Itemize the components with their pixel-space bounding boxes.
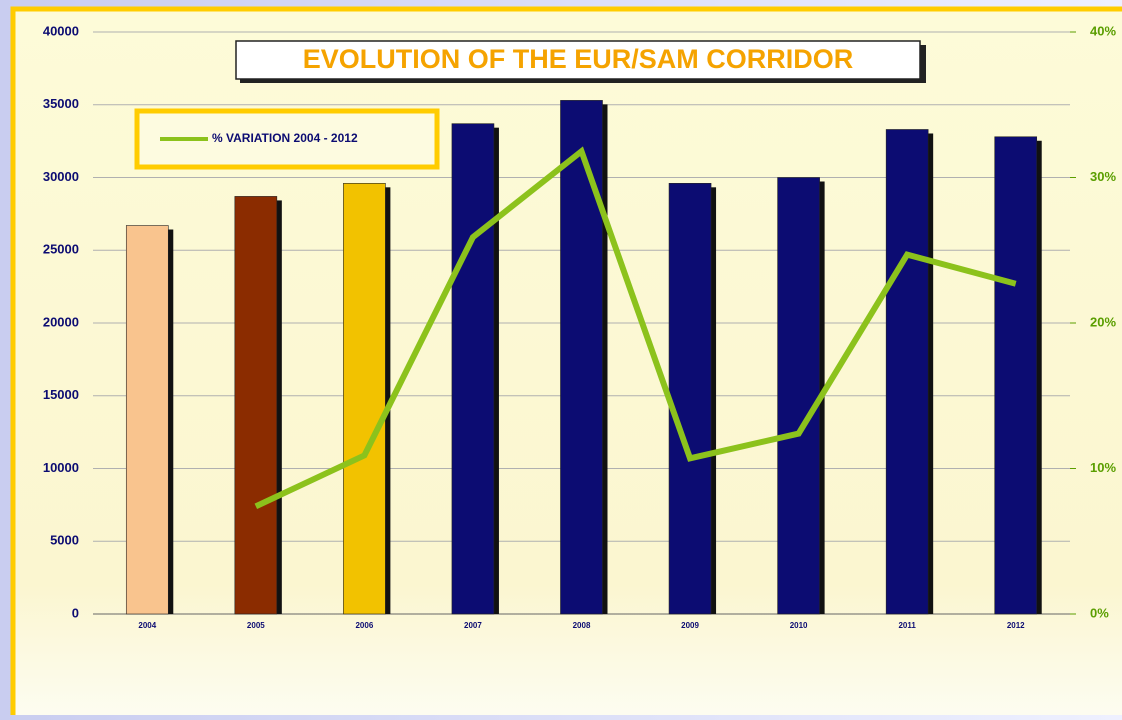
y-tick-label: 25000 — [43, 242, 79, 257]
y2-tick-label: 20% — [1090, 314, 1116, 329]
legend-entry: % VARIATION 2004 - 2012 — [212, 131, 358, 145]
bar — [560, 100, 603, 615]
y-tick-label: 10000 — [43, 460, 79, 475]
x-tick-label: 2009 — [681, 621, 699, 630]
x-tick-label: 2010 — [790, 621, 808, 630]
y2-tick-label: 40% — [1090, 23, 1116, 38]
bar — [777, 177, 820, 615]
y-tick-label: 5000 — [50, 533, 79, 548]
y-tick-label: 35000 — [43, 96, 79, 111]
y-tick-label: 15000 — [43, 387, 79, 402]
x-tick-label: 2012 — [1007, 621, 1025, 630]
y-tick-label: 40000 — [43, 23, 79, 38]
bar — [451, 123, 495, 615]
y-tick-label: 20000 — [43, 314, 79, 329]
chart-title: EVOLUTION OF THE EUR/SAM CORRIDOR — [303, 44, 854, 74]
y2-tick-label: 30% — [1090, 169, 1116, 184]
title-box — [235, 40, 921, 80]
bar — [343, 183, 386, 615]
bar — [885, 129, 929, 615]
bar — [994, 136, 1038, 615]
bar — [668, 183, 712, 615]
line — [254, 146, 1017, 510]
y2-tick-label: 10% — [1090, 460, 1116, 475]
bar — [125, 225, 169, 615]
bar — [234, 196, 278, 615]
x-tick-label: 2004 — [138, 621, 156, 630]
x-tick-label: 2008 — [573, 621, 591, 630]
y2-tick-label: 0% — [1090, 605, 1109, 620]
x-tick-label: 2011 — [898, 621, 916, 630]
x-tick-label: 2005 — [247, 621, 265, 630]
x-tick-label: 2006 — [355, 621, 373, 630]
y-tick-label: 30000 — [43, 169, 79, 184]
x-tick-label: 2007 — [464, 621, 482, 630]
y-tick-label: 0 — [72, 605, 79, 620]
